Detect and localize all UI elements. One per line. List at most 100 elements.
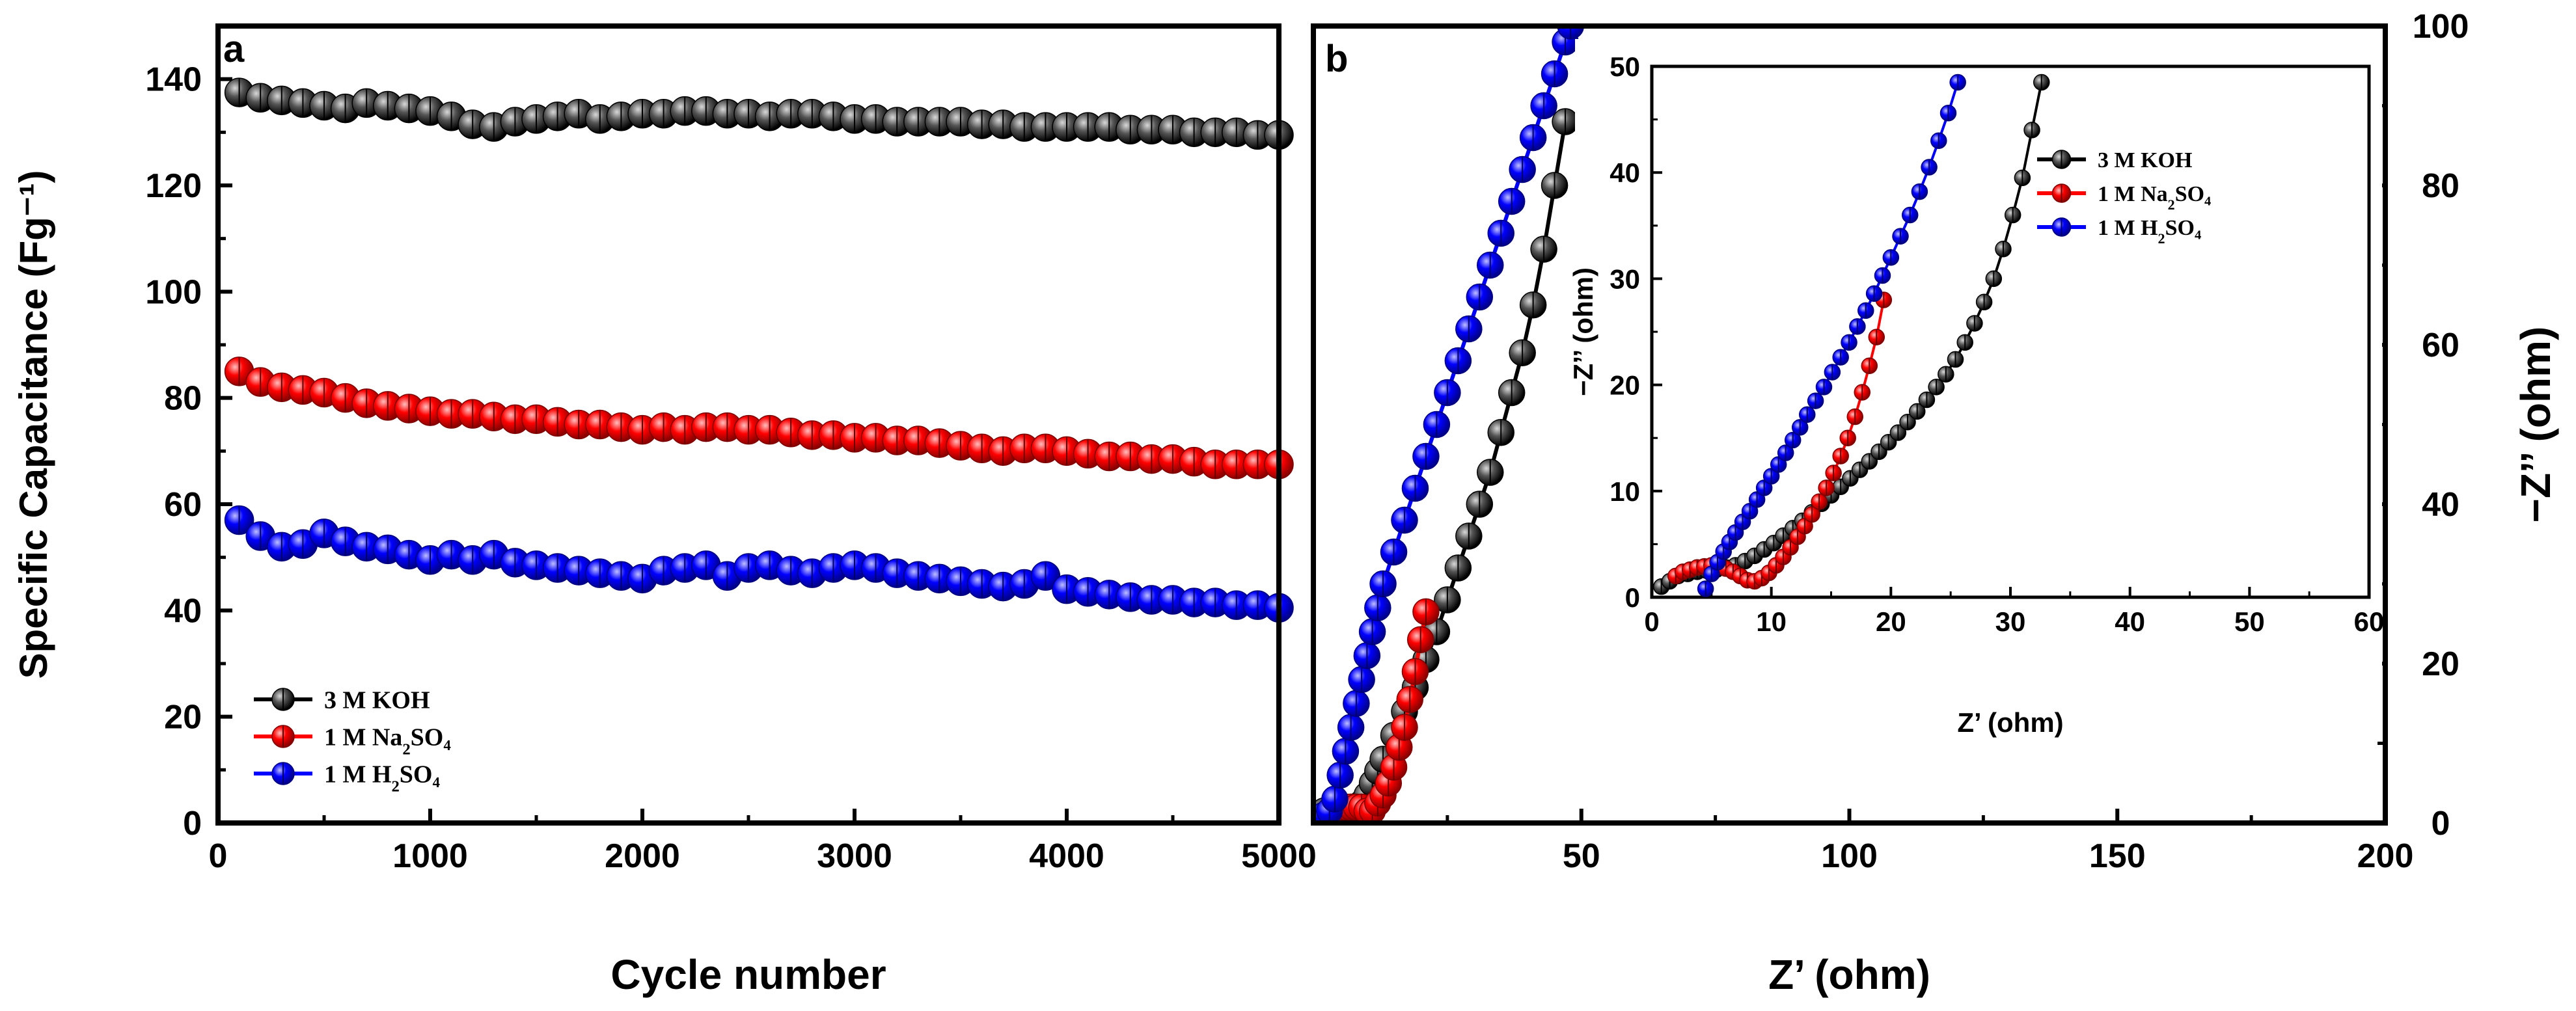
data-point xyxy=(1030,112,1061,142)
data-point xyxy=(1030,561,1061,591)
data-point xyxy=(1337,714,1365,741)
data-point xyxy=(1423,411,1451,438)
data-point xyxy=(1868,329,1885,345)
inset-x-tick-label: 60 xyxy=(2354,606,2385,637)
data-point xyxy=(1477,251,1504,279)
legend-marker xyxy=(2051,217,2072,237)
legend-label-rest: SO₄ xyxy=(411,723,452,751)
plot-frame-b xyxy=(1311,23,2388,826)
data-point xyxy=(1985,270,2003,288)
data-point xyxy=(1396,686,1423,713)
legend-marker xyxy=(2051,150,2072,169)
data-point xyxy=(1541,172,1569,199)
data-point xyxy=(2023,122,2040,139)
data-point xyxy=(1530,92,1557,120)
data-point xyxy=(924,107,955,137)
data-point xyxy=(1956,334,1973,351)
y-tick-label: 140 xyxy=(145,61,202,99)
legend-label: 1 M Na2SO₄ xyxy=(324,723,451,758)
data-point xyxy=(1242,450,1273,479)
data-point xyxy=(1519,291,1547,319)
legend-entry: 1 M Na2SO₄ xyxy=(2037,182,2212,212)
data-point xyxy=(1401,658,1429,685)
inset-series-1-m-h2so4 xyxy=(1697,74,1966,597)
data-point xyxy=(1136,444,1167,474)
data-point xyxy=(224,505,254,535)
series-1-m-h2so4 xyxy=(224,505,1294,623)
data-point xyxy=(1938,366,1954,383)
legend-label-main: 1 M H xyxy=(324,761,391,788)
legend-entry: 1 M Na2SO₄ xyxy=(254,723,451,758)
panel-label-b: b xyxy=(1325,38,1348,80)
legend-marker xyxy=(2051,183,2072,203)
data-point xyxy=(1509,155,1536,183)
inset-y-tick-label: 20 xyxy=(1610,370,1640,401)
data-point xyxy=(1412,598,1440,626)
legend-label-rest: SO₄ xyxy=(2175,182,2212,206)
data-point xyxy=(1326,761,1354,789)
data-point xyxy=(1874,267,1891,284)
data-point xyxy=(1498,187,1526,215)
data-point xyxy=(1841,334,1857,351)
data-point xyxy=(1348,666,1375,694)
inset-x-tick-label: 40 xyxy=(2115,606,2145,637)
data-point xyxy=(1839,429,1856,446)
data-point xyxy=(1009,433,1039,463)
inset-x-tick-label: 30 xyxy=(1995,606,2026,637)
y-tick-label: 60 xyxy=(2422,327,2460,364)
legend-label-rest: SO₄ xyxy=(2165,216,2202,240)
data-point xyxy=(1434,379,1461,407)
x-tick-label: 2000 xyxy=(605,837,680,875)
legend-label: 1 M H2SO₄ xyxy=(2098,216,2201,247)
panel-b-data xyxy=(1313,26,1585,823)
legend-marker xyxy=(271,688,295,711)
data-point xyxy=(1791,419,1809,436)
data-point xyxy=(1541,60,1569,88)
legend-label-main: 1 M Na xyxy=(324,723,402,751)
y-tick-label: 100 xyxy=(145,273,202,311)
legend-label-main: 3 M KOH xyxy=(2098,148,2192,172)
x-tick-label: 200 xyxy=(2357,837,2414,875)
data-point xyxy=(1939,105,1957,122)
data-point xyxy=(1861,357,1878,374)
data-point xyxy=(1770,456,1787,473)
y-tick-label: 120 xyxy=(145,167,202,205)
legend-label-subscript: 2 xyxy=(2158,230,2165,246)
y-tick-label: 100 xyxy=(2413,8,2469,46)
data-point xyxy=(1849,318,1866,335)
legend-label-subscript: 2 xyxy=(391,777,399,795)
legend-label: 1 M H2SO₄ xyxy=(324,761,440,795)
data-point xyxy=(1892,228,1909,245)
legend-marker xyxy=(271,762,295,785)
legend-marker xyxy=(271,725,295,748)
legend-label-subscript: 2 xyxy=(2168,196,2175,212)
legend-entry: 1 M H2SO₄ xyxy=(2037,216,2201,247)
data-point xyxy=(903,107,933,137)
data-point xyxy=(1530,236,1557,263)
data-point xyxy=(1846,408,1863,425)
inset-y-axis-title: −Z’’ (ohm) xyxy=(1568,267,1598,396)
data-point xyxy=(1882,249,1900,266)
data-point xyxy=(1434,586,1461,613)
data-point xyxy=(1762,468,1780,485)
data-point xyxy=(1799,406,1816,424)
data-point xyxy=(1477,459,1504,486)
data-point xyxy=(1966,315,1983,332)
inset-y-tick-label: 40 xyxy=(1610,157,1640,188)
data-point xyxy=(1930,132,1947,149)
data-point xyxy=(1557,26,1585,40)
data-point xyxy=(1242,120,1273,150)
legend-label-subscript: 2 xyxy=(402,740,410,758)
data-point xyxy=(776,99,806,129)
data-point xyxy=(1807,392,1824,409)
data-point xyxy=(1073,112,1103,142)
inset-data xyxy=(1652,74,2050,597)
data-point xyxy=(1321,785,1349,813)
y-tick-label: 60 xyxy=(164,486,202,524)
inset-x-axis-title: Z’ (ohm) xyxy=(1957,707,2063,738)
data-point xyxy=(1865,285,1883,302)
inset-x-tick-label: 50 xyxy=(2234,606,2265,637)
data-point xyxy=(1824,364,1841,381)
